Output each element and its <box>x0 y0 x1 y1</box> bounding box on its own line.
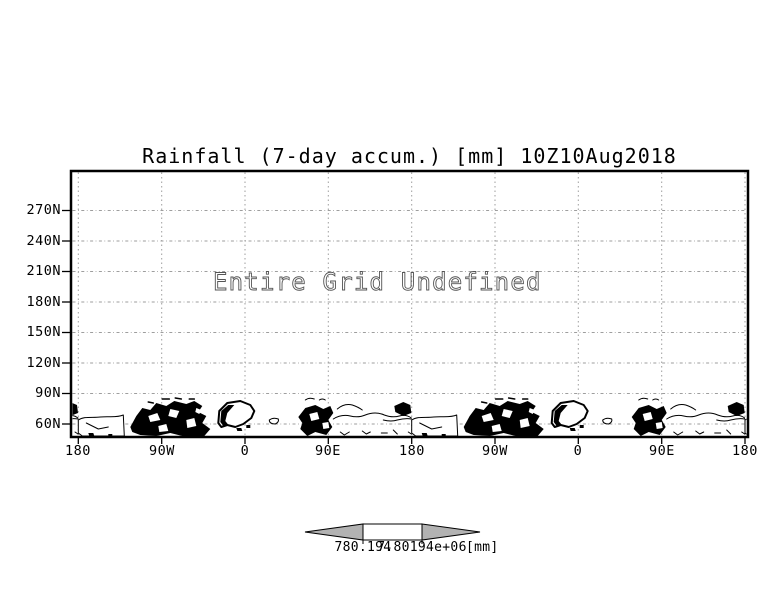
y-axis-label: 60N <box>35 416 61 432</box>
y-axis-label: 270N <box>26 202 61 218</box>
y-axis-label: 90N <box>35 385 61 401</box>
y-axis-label: 120N <box>26 355 61 371</box>
x-axis-label: 90W <box>482 443 508 459</box>
x-axis-label: 90W <box>149 443 175 459</box>
y-axis-label: 150N <box>26 324 61 340</box>
x-axis-label: 90E <box>649 443 675 459</box>
x-axis-label: 0 <box>573 443 583 459</box>
colorbar-tick <box>362 540 423 544</box>
y-axis-label: 180N <box>26 294 61 310</box>
colorbar-units-label: [mm] <box>466 540 499 555</box>
colorbar-max-label: 7.80194e+06 <box>377 540 467 555</box>
x-axis-label: 180 <box>732 443 758 459</box>
x-axis-label: 0 <box>240 443 250 459</box>
x-axis-label: 180 <box>65 443 91 459</box>
colorbar-segment <box>362 523 423 541</box>
x-axis-label: 90E <box>315 443 341 459</box>
axis-ticks <box>62 209 746 444</box>
x-axis-label: 180 <box>399 443 425 459</box>
plot-frame <box>69 169 750 439</box>
colorbar-left-arrow <box>304 523 364 541</box>
colorbar-right-arrow <box>421 523 481 541</box>
y-axis-label: 240N <box>26 233 61 249</box>
y-axis-label: 210N <box>26 263 61 279</box>
colorbar <box>304 523 481 544</box>
colorbar-min-label: 780.194 <box>334 540 392 555</box>
plot-title: Rainfall (7-day accum.) [mm] 10Z10Aug201… <box>142 144 677 168</box>
undefined-annotation: Entire Grid Undefined <box>213 268 542 296</box>
gridlines <box>72 172 747 436</box>
coastline-map <box>72 397 747 436</box>
